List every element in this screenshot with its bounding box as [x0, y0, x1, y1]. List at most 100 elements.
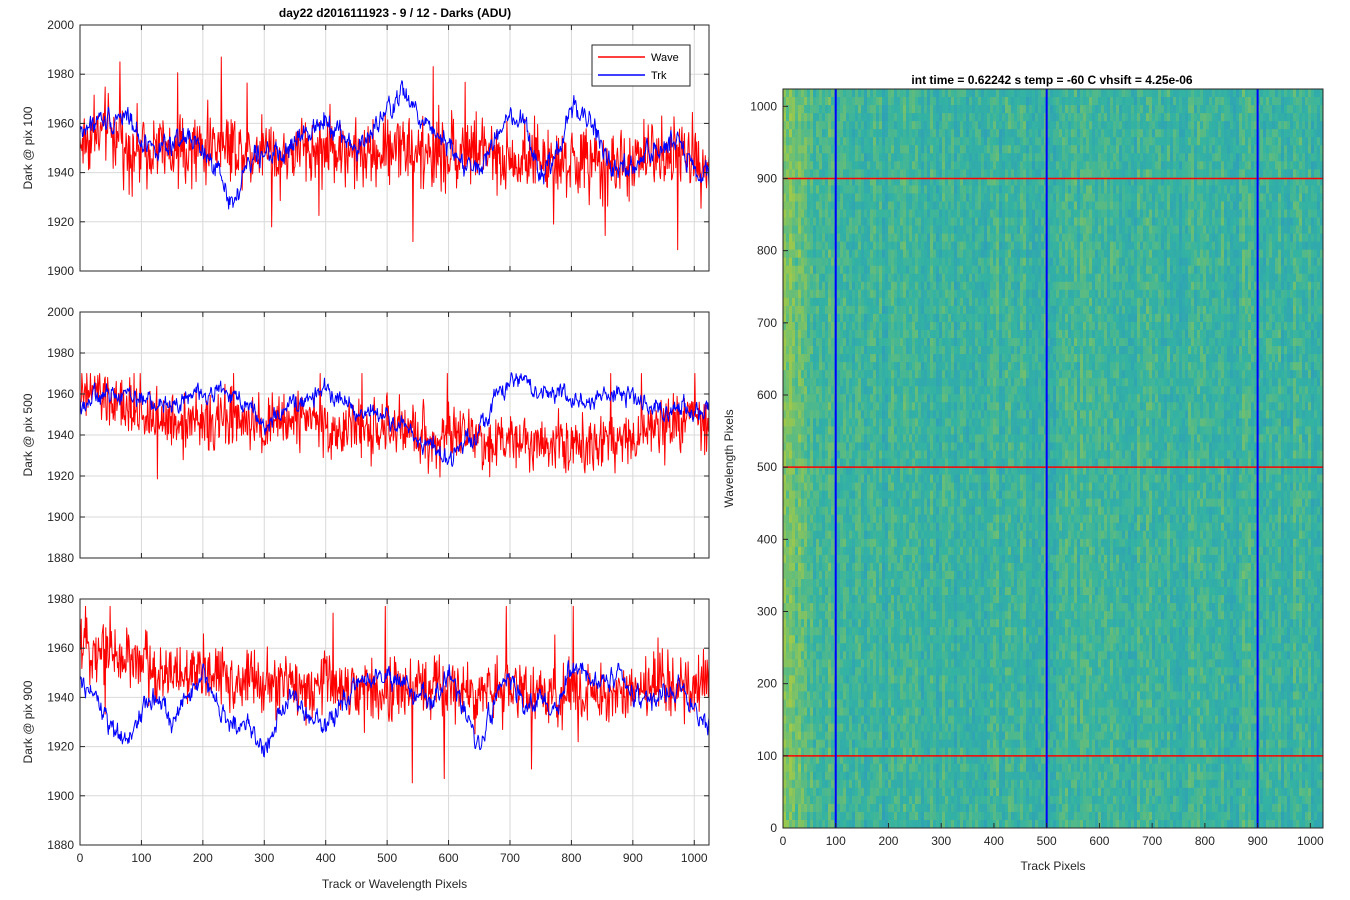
heatmap-cell: [906, 249, 910, 259]
heatmap-cell: [873, 498, 877, 508]
heatmap-cell: [867, 386, 871, 395]
heatmap-cell: [858, 273, 862, 283]
heatmap-cell: [936, 635, 940, 644]
heatmap-cell: [933, 378, 937, 387]
heatmap-cell: [843, 265, 847, 275]
heatmap-cell: [798, 554, 802, 564]
heatmap-cell: [921, 699, 925, 708]
heatmap-cell: [894, 635, 898, 644]
heatmap-cell: [909, 225, 913, 234]
heatmap-cell: [813, 281, 817, 291]
heatmap-cell: [789, 450, 793, 459]
xtick-label-900: 900: [623, 851, 643, 865]
heatmap-cell: [828, 474, 832, 483]
heatmap-cell: [822, 603, 826, 612]
heatmap-cell: [894, 313, 898, 323]
heatmap-cell: [864, 811, 868, 821]
heatmap-cell: [843, 97, 847, 106]
heatmap-cell: [810, 161, 814, 170]
heatmap-cell: [909, 466, 913, 475]
heatmap-cell: [924, 723, 928, 733]
heatmap-cell: [795, 595, 799, 604]
heatmap-cell: [804, 683, 808, 692]
heatmap-cell: [927, 394, 931, 403]
heatmap-cell: [798, 651, 802, 660]
heatmap-cell: [810, 305, 814, 315]
heatmap-cell: [879, 241, 883, 251]
heatmap-cell: [894, 193, 898, 202]
heatmap-cell: [918, 257, 922, 267]
heatmap-cell: [888, 386, 892, 395]
heatmap-cell: [837, 410, 841, 419]
heatmap-cell: [870, 787, 874, 797]
heatmap-cell: [885, 241, 889, 251]
heatmap-cell: [912, 313, 916, 323]
heatmap-cell: [810, 321, 814, 331]
heatmap-cell: [849, 715, 853, 724]
heatmap-cell: [798, 723, 802, 733]
heatmap-cell: [921, 803, 925, 813]
heatmap-cell: [924, 249, 928, 259]
heatmap-cell: [882, 811, 886, 821]
heatmap-cell: [921, 514, 925, 524]
heatmap-cell: [930, 313, 934, 323]
heatmap-cell: [882, 418, 886, 427]
heatmap-cell: [897, 177, 901, 186]
heatmap-cell: [882, 121, 886, 130]
heatmap-cell: [819, 458, 823, 467]
heatmap-cell: [786, 434, 790, 443]
heatmap-cell: [831, 603, 835, 612]
heatmap-cell: [798, 305, 802, 315]
heatmap-cell: [849, 201, 853, 210]
heatmap-cell: [894, 667, 898, 676]
heatmap-cell: [933, 707, 937, 716]
heatmap-cell: [795, 249, 799, 259]
heatmap-cell: [918, 249, 922, 259]
heatmap-cell: [885, 795, 889, 805]
heatmap-cell: [933, 755, 937, 765]
heatmap-cell: [903, 137, 907, 146]
heatmap-cell: [891, 803, 895, 813]
heatmap-cell: [843, 450, 847, 459]
heatmap-cell: [855, 185, 859, 194]
heatmap-cell: [822, 643, 826, 652]
heatmap-cell: [888, 587, 892, 596]
heatmap-cell: [837, 249, 841, 259]
heatmap-cell: [924, 362, 928, 371]
heatmap-cell: [795, 795, 799, 805]
heatmap-cell: [795, 723, 799, 733]
heatmap-cell: [888, 554, 892, 564]
heatmap-cell: [825, 249, 829, 259]
heatmap-cell: [924, 755, 928, 765]
heatmap-cell: [819, 273, 823, 283]
heatmap-cell: [891, 771, 895, 781]
heatmap-cell: [810, 386, 814, 395]
heatmap-cell: [792, 803, 796, 813]
ytick-label-1980: 1980: [47, 592, 74, 606]
heatmap-cell: [840, 362, 844, 371]
heatmap-cell: [831, 723, 835, 733]
heatmap-cell: [912, 514, 916, 524]
heatmap-cell: [843, 787, 847, 797]
heatmap-cell: [831, 362, 835, 371]
heatmap-cell: [882, 338, 886, 347]
heatmap-cell: [801, 137, 805, 146]
heatmap-cell: [858, 763, 862, 773]
heatmap-cell: [879, 739, 883, 749]
heatmap-cell: [831, 779, 835, 789]
heatmap-cell: [846, 651, 850, 660]
heatmap-cell: [807, 169, 811, 178]
heatmap-cell: [846, 699, 850, 708]
heatmap-cell: [864, 129, 868, 138]
heatmap-cell: [795, 763, 799, 773]
heatmap-cell: [885, 346, 889, 355]
heatmap-cell: [870, 707, 874, 716]
heatmap-cell: [894, 811, 898, 821]
heatmap-cell: [903, 683, 907, 692]
heatmap-cell: [810, 675, 814, 684]
heatmap-cell: [804, 249, 808, 259]
heatmap-cell: [789, 394, 793, 403]
heatmap-cell: [792, 715, 796, 724]
heatmap-cell: [837, 105, 841, 114]
heatmap-cell: [816, 161, 820, 170]
